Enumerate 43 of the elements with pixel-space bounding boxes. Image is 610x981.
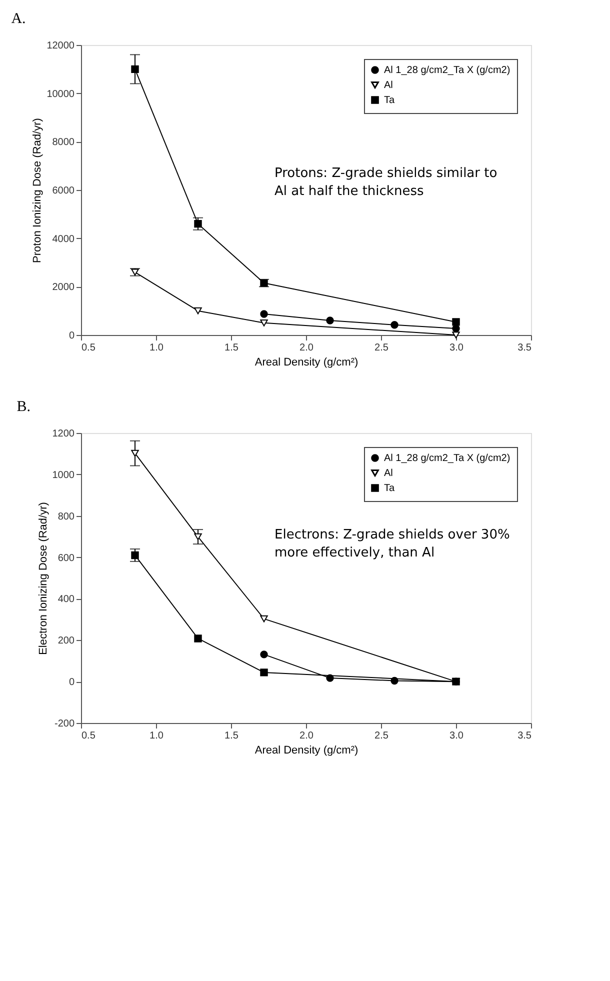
y-tick-label: 400 bbox=[58, 594, 75, 606]
x-tick-label: 0.5 bbox=[82, 730, 96, 742]
x-axis-title: Areal Density (g/cm²) bbox=[254, 744, 358, 756]
legend-label: Al bbox=[384, 80, 393, 91]
legend-label: Ta bbox=[384, 483, 395, 494]
y-tick-label: 200 bbox=[58, 636, 75, 647]
x-tick-label: 2.0 bbox=[300, 730, 314, 742]
legend-label: Al 1_28 g/cm2_Ta X (g/cm2) bbox=[384, 65, 510, 76]
annotation: Electrons: Z-grade shields over 30% more effectively, than Al bbox=[274, 528, 510, 561]
y-tick-label: 6000 bbox=[52, 186, 75, 196]
y-tick-label: 0 bbox=[68, 330, 75, 342]
y-tick-label: 800 bbox=[58, 511, 75, 522]
y-tick-label: 12000 bbox=[46, 40, 75, 52]
y-tick-label: 8000 bbox=[52, 137, 75, 148]
y-tick-label: -200 bbox=[54, 718, 75, 730]
x-tick-label: 3.0 bbox=[450, 342, 464, 354]
y-tick-label: 2000 bbox=[52, 282, 75, 294]
y-axis-title: Electron Ionizing Dose (Rad/yr) bbox=[37, 502, 50, 655]
x-tick-label: 1.0 bbox=[150, 342, 164, 354]
y-tick-label: 0 bbox=[68, 677, 75, 688]
x-tick-label: 3.0 bbox=[450, 730, 464, 742]
legend-label: Al 1_28 g/cm2_Ta X (g/cm2) bbox=[384, 453, 510, 464]
legend-label: Al bbox=[384, 468, 393, 479]
x-tick-label: 2.5 bbox=[374, 730, 389, 742]
y-tick-label: 4000 bbox=[52, 234, 75, 245]
x-tick-label: 1.5 bbox=[224, 730, 239, 742]
y-tick-label: 1000 bbox=[52, 470, 75, 481]
chart-title: B. bbox=[16, 399, 31, 415]
y-tick-label: 1200 bbox=[52, 428, 75, 440]
legend-label: Ta bbox=[384, 95, 395, 106]
x-tick-label: 1.0 bbox=[150, 730, 164, 742]
x-tick-label: 3.5 bbox=[518, 342, 532, 354]
y-tick-label: 600 bbox=[58, 552, 75, 564]
y-tick-label: 10000 bbox=[46, 88, 75, 100]
annotation: Protons: Z-grade shields similar to Al at half the thickness bbox=[274, 166, 498, 199]
chart-title: A. bbox=[11, 11, 26, 27]
x-tick-label: 3.5 bbox=[518, 730, 532, 742]
x-tick-label: 0.5 bbox=[82, 342, 96, 354]
x-axis-title: Areal Density (g/cm²) bbox=[254, 356, 358, 368]
x-tick-label: 2.0 bbox=[300, 342, 314, 354]
y-axis-title: Proton Ionizing Dose (Rad/yr) bbox=[32, 118, 44, 263]
x-tick-label: 2.5 bbox=[374, 342, 389, 354]
x-tick-label: 1.5 bbox=[224, 342, 239, 354]
